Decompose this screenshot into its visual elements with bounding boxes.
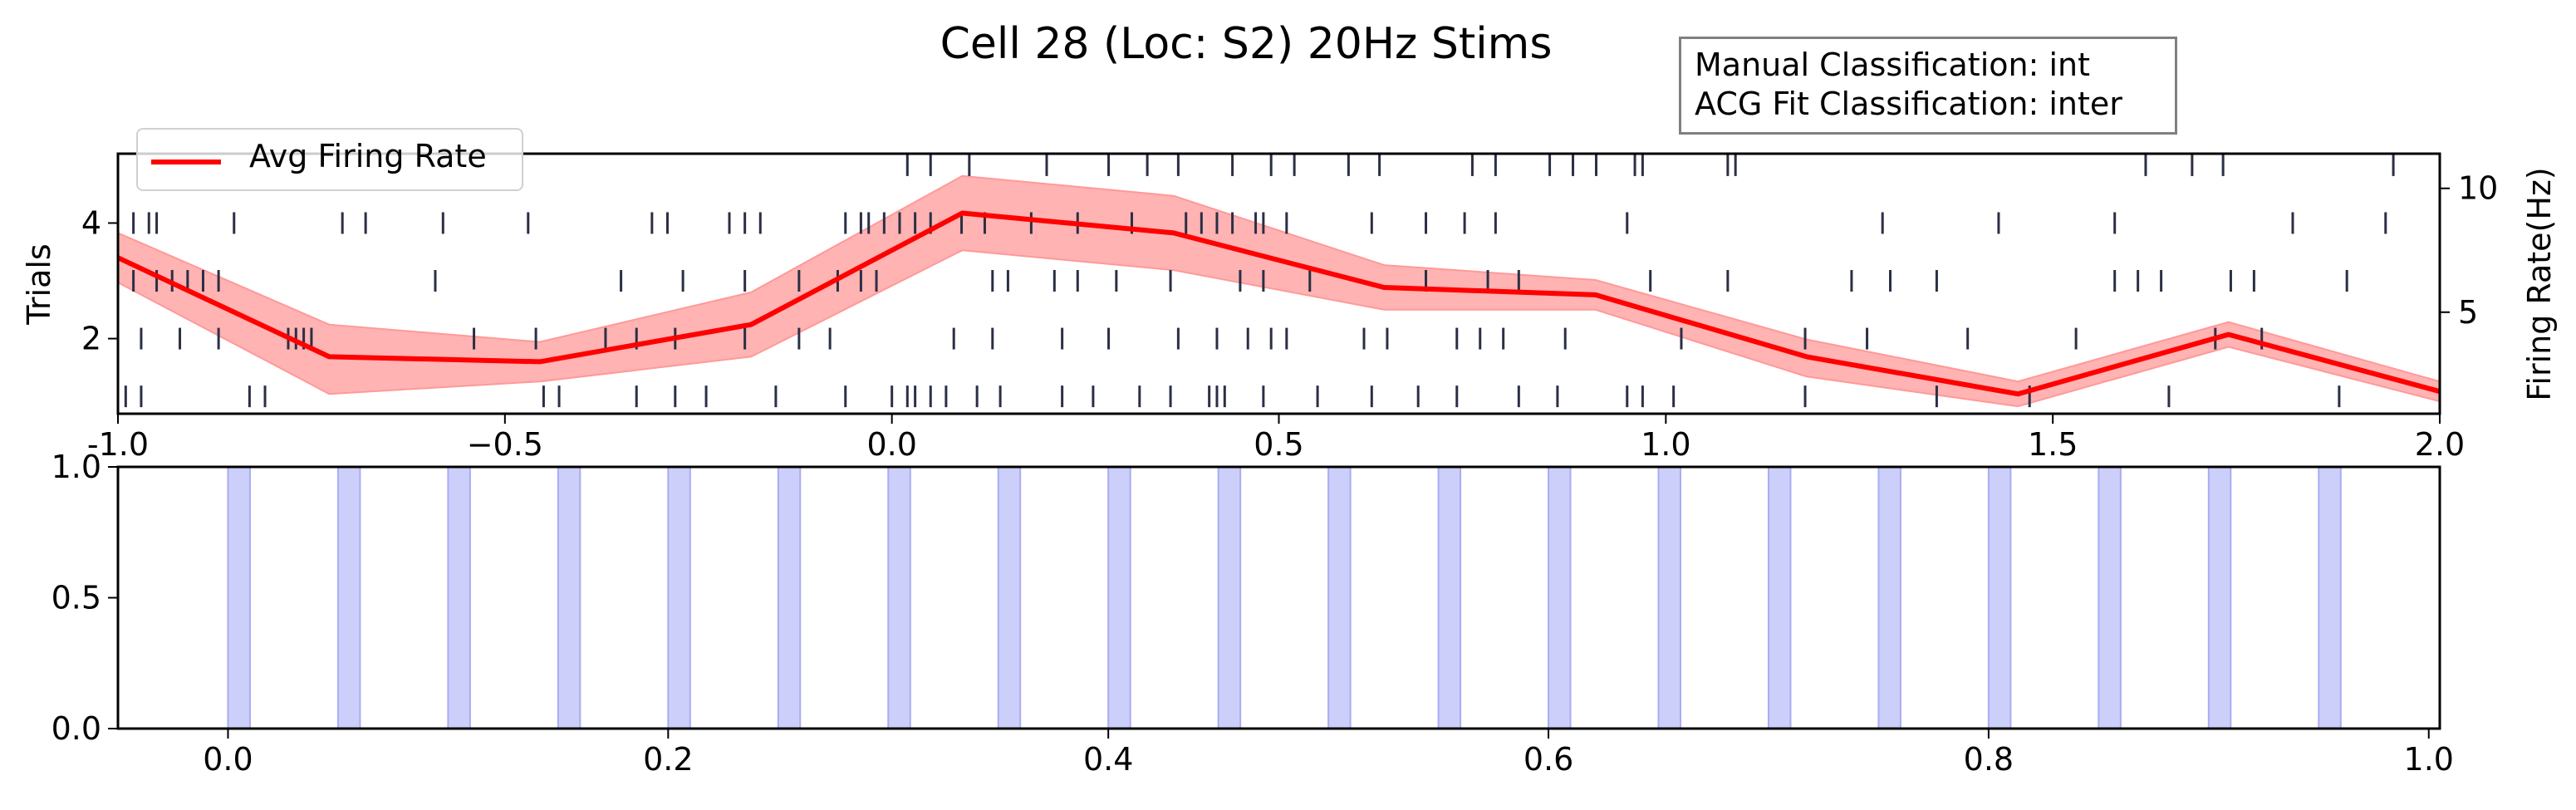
stim-interval: [557, 466, 581, 729]
stim-interval: [887, 466, 911, 729]
stim-interval: [2098, 466, 2122, 729]
chart-title: Cell 28 (Loc: S2) 20Hz Stims: [940, 19, 1553, 69]
firing-rate-line: [116, 210, 2441, 397]
x-tick-label: 0.0: [203, 741, 253, 778]
classification-info-box: Manual Classification: int ACG Fit Class…: [1679, 37, 2177, 135]
x-tick-label: 0.2: [643, 741, 693, 778]
y-axis-label-trials: Trials: [21, 243, 57, 325]
y-right-tick-label: 5: [2458, 294, 2478, 331]
y-right-tick-label: 10: [2458, 170, 2498, 207]
stim-interval: [2207, 466, 2232, 729]
stim-interval: [1107, 466, 1131, 729]
stim-interval: [777, 466, 802, 729]
stim-interval: [1767, 466, 1792, 729]
stim-interval: [1877, 466, 1901, 729]
stim-interval: [1437, 466, 1462, 729]
x-tick-label: -1.0: [87, 426, 149, 463]
stim-y-ticks: 0.0 0.5 1.0: [52, 449, 118, 747]
manual-classification-text: Manual Classification: int: [1695, 47, 2091, 83]
x-tick-label: 0.6: [1524, 741, 1573, 778]
raster-x-ticks: -1.0 −0.5 0.0 0.5 1.0 1.5 2.0: [87, 414, 2465, 463]
y-tick-label: 1.0: [52, 449, 101, 485]
spike-raster: [124, 154, 2395, 408]
raster-left-y-ticks: 24: [81, 204, 118, 357]
stim-spans: [227, 466, 2342, 729]
x-tick-label: −0.5: [467, 426, 543, 463]
x-tick-label: 0.0: [866, 426, 916, 463]
y-tick-label: 0.5: [52, 580, 101, 616]
y-tick-label: 4: [81, 204, 101, 241]
legend-label-firing-rate: Avg Firing Rate: [249, 138, 487, 174]
x-tick-label: 1.5: [2028, 426, 2078, 463]
raster-right-y-ticks: 5 10: [2440, 170, 2498, 331]
stim-x-ticks: 0.0 0.2 0.4 0.6 0.8 1.0: [203, 729, 2454, 778]
stim-interval: [227, 466, 251, 729]
legend-swatch-firing-rate: [151, 160, 221, 164]
y-tick-label: 2: [81, 321, 101, 357]
x-tick-label: 1.0: [1641, 426, 1690, 463]
x-tick-label: 0.8: [1964, 741, 2014, 778]
stim-interval: [1327, 466, 1352, 729]
stim-interval: [447, 466, 471, 729]
raster-panel: -1.0 −0.5 0.0 0.5 1.0 1.5 2.0 24 510 Trials Fi…: [21, 152, 2558, 463]
x-tick-label: 0.4: [1083, 741, 1133, 778]
stim-interval: [997, 466, 1022, 729]
stim-interval: [667, 466, 691, 729]
stim-interval: [1657, 466, 1681, 729]
stim-interval: [1217, 466, 1242, 729]
x-tick-label: 1.0: [2404, 741, 2454, 778]
stim-interval: [1987, 466, 2012, 729]
x-tick-label: 2.0: [2415, 426, 2465, 463]
stim-interval: [336, 466, 361, 729]
stim-interval: [1548, 466, 1572, 729]
acg-classification-text: ACG Fit Classification: inter: [1695, 86, 2122, 122]
stim-panel: 0.0 0.2 0.4 0.6 0.8 1.0 0.0 0.5 1.0: [52, 449, 2454, 778]
legend: Avg Firing Rate: [136, 128, 523, 191]
y-tick-label: 0.0: [52, 710, 101, 747]
stim-interval: [2318, 466, 2342, 729]
y-axis-label-firing-rate: Firing Rate(Hz): [2521, 167, 2558, 400]
x-tick-label: 0.5: [1254, 426, 1303, 463]
